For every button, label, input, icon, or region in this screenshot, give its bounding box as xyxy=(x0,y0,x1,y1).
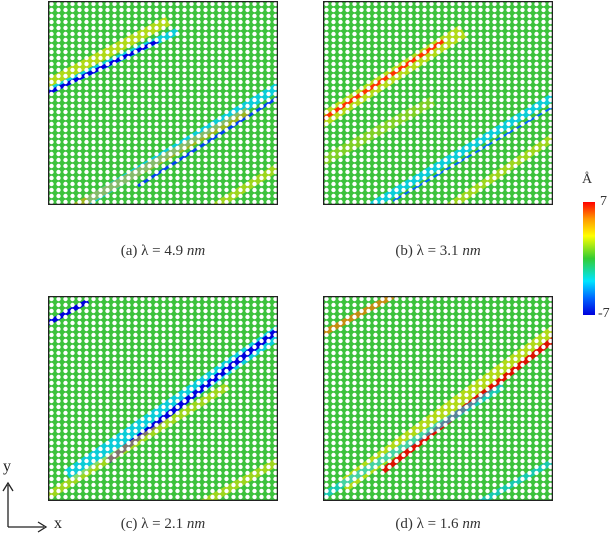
caption-d: (d) λ = 1.6 nm xyxy=(318,516,558,533)
colorbar-unit-label: Å xyxy=(582,172,593,187)
colorbar-max-label: 7 xyxy=(600,194,607,209)
caption-a-text: (a) λ = 4.9 xyxy=(120,243,184,259)
panel-b xyxy=(323,1,553,205)
panel-c xyxy=(48,296,278,501)
caption-a: (a) λ = 4.9 nm xyxy=(43,243,283,260)
caption-a-unit: nm xyxy=(186,243,206,259)
axes-indicator xyxy=(0,455,60,540)
colorbar-min-label: -7 xyxy=(598,306,610,321)
panel-d xyxy=(323,296,553,501)
caption-c-text: (c) λ = 2.1 xyxy=(120,516,184,532)
caption-b-text: (b) λ = 3.1 xyxy=(395,243,459,259)
caption-b: (b) λ = 3.1 nm xyxy=(318,243,558,260)
caption-d-unit: nm xyxy=(462,516,481,532)
caption-c: (c) λ = 2.1 nm xyxy=(43,516,283,533)
axis-y-label: y xyxy=(3,458,11,475)
caption-c-unit: nm xyxy=(186,516,206,532)
caption-b-unit: nm xyxy=(462,243,481,259)
colorbar xyxy=(583,202,595,315)
caption-d-text: (d) λ = 1.6 xyxy=(395,516,459,532)
panel-a xyxy=(48,1,278,205)
axis-x-label: x xyxy=(54,515,62,532)
